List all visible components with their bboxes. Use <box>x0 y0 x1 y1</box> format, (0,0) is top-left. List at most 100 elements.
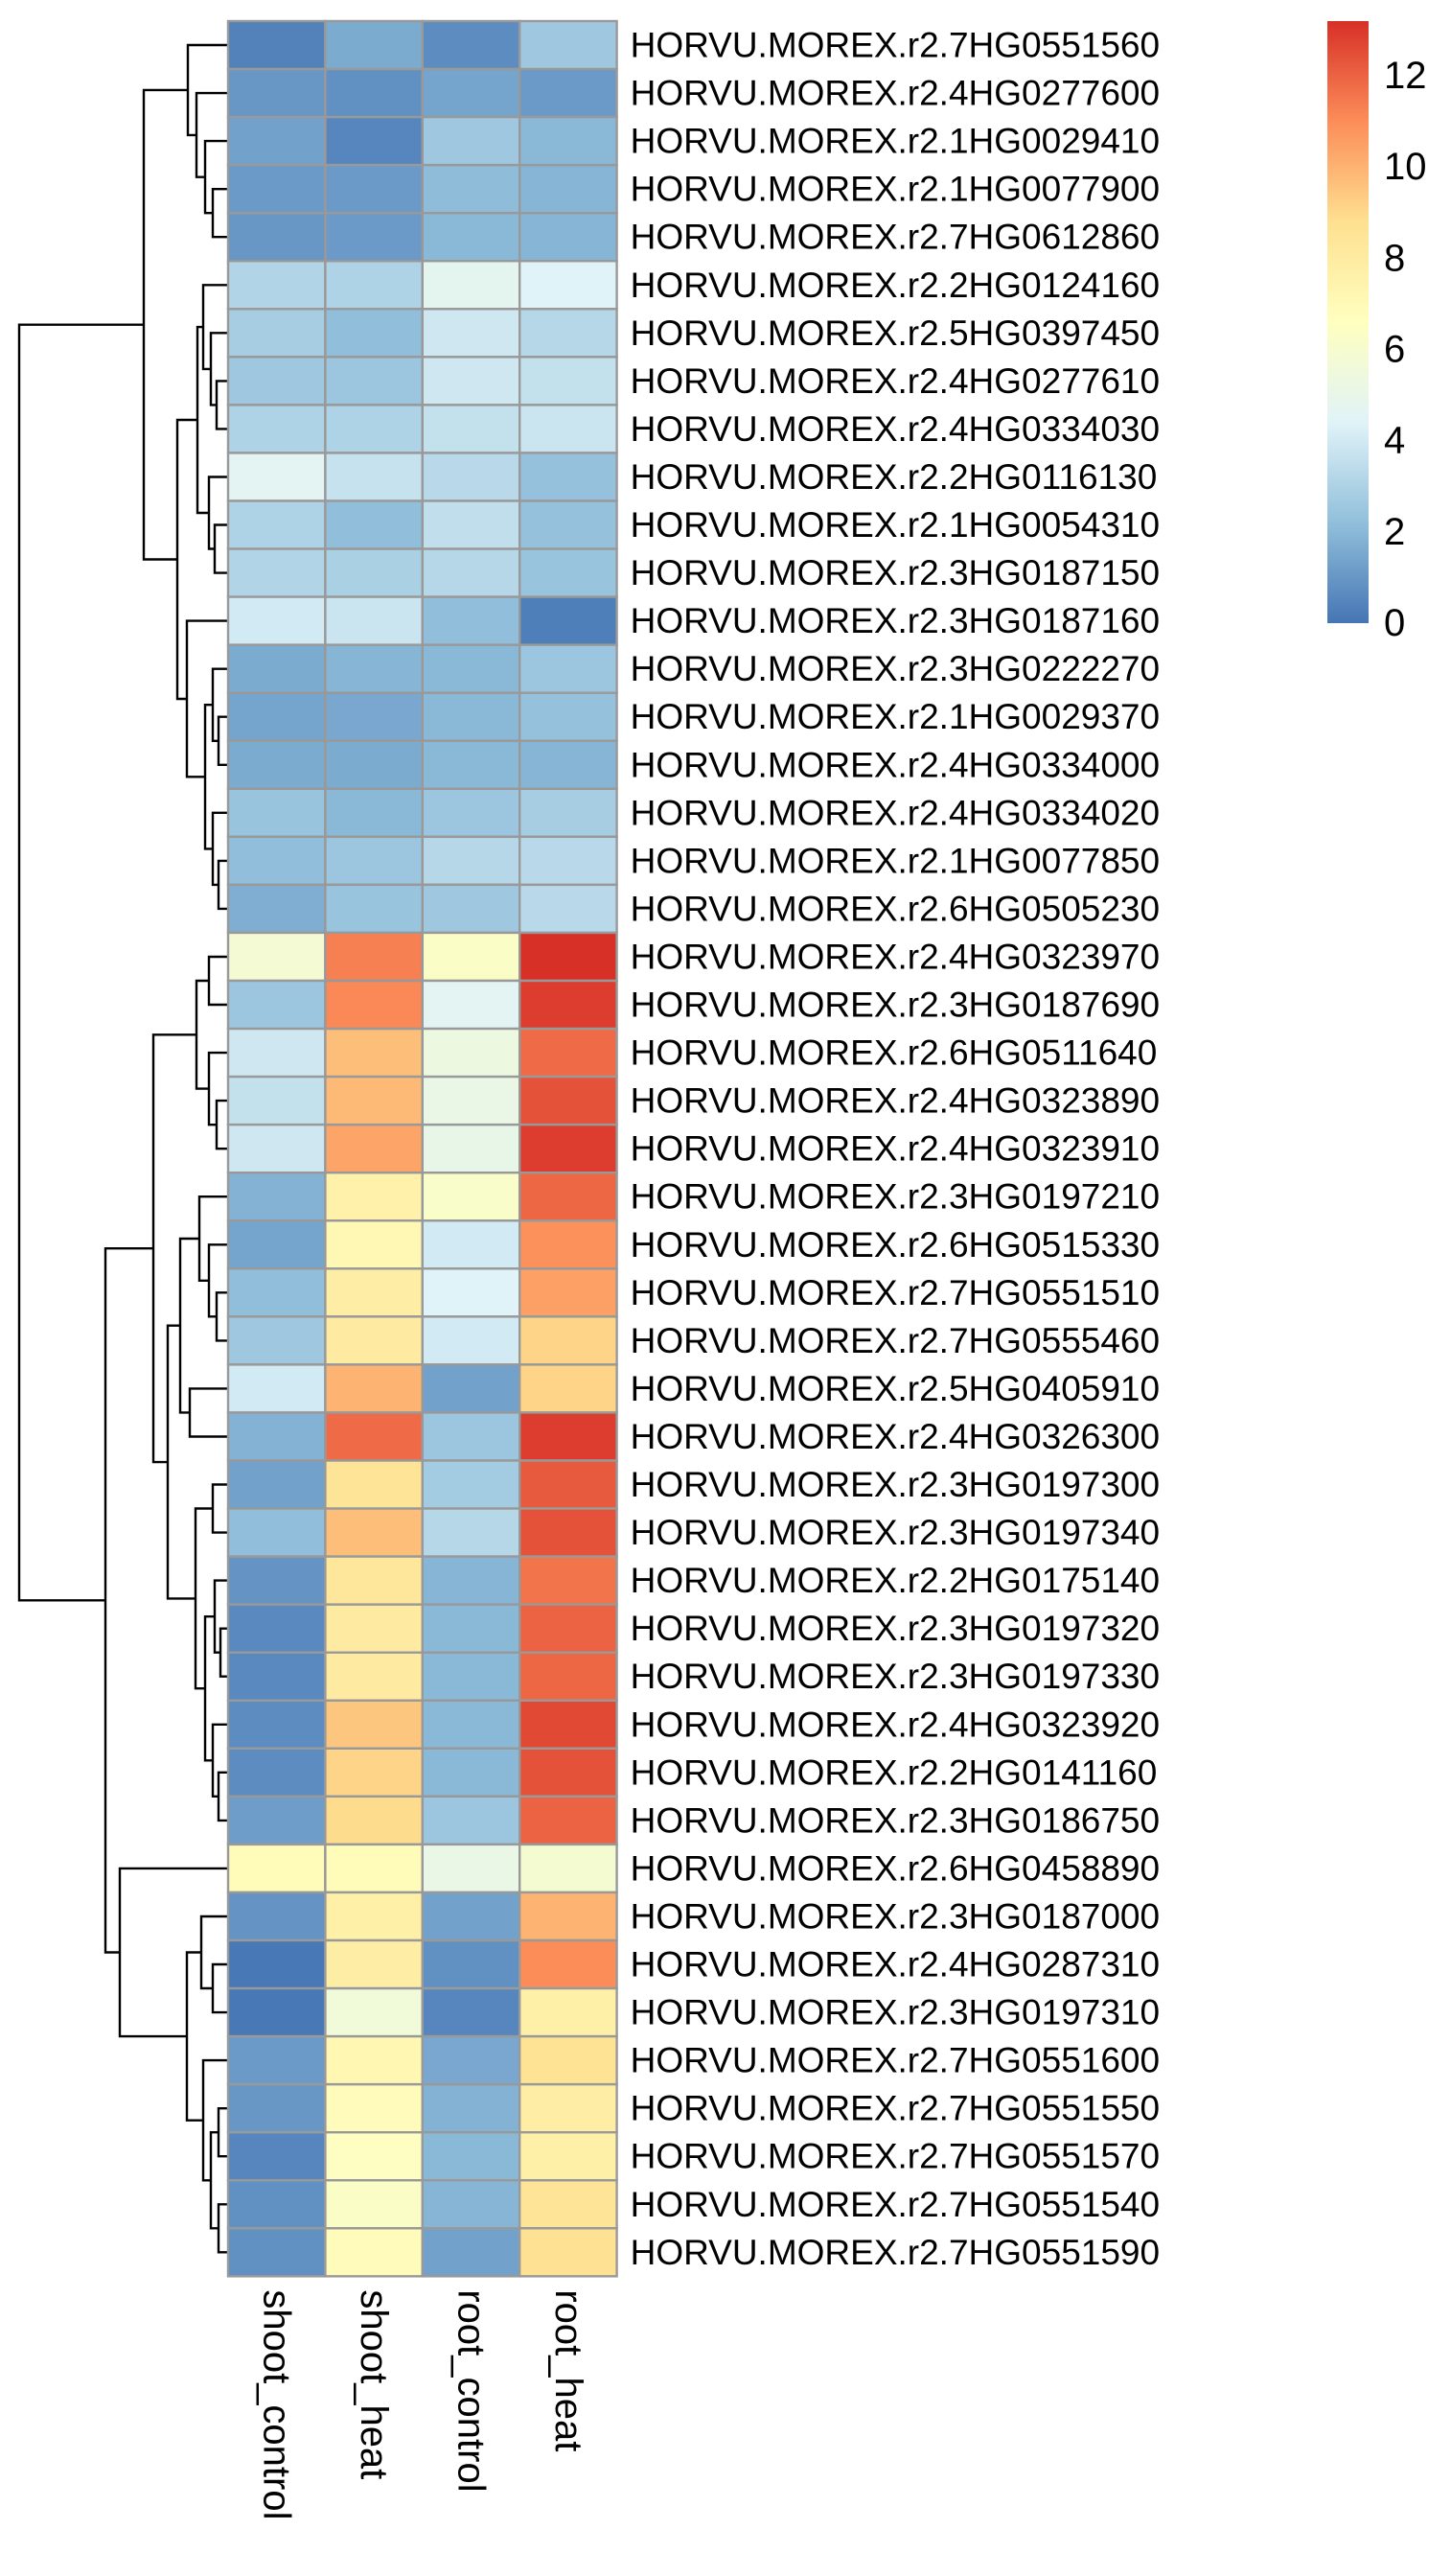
heatmap-cell <box>226 1411 327 1462</box>
heatmap-cell <box>226 1603 327 1654</box>
heatmap-cell <box>421 739 521 790</box>
heatmap-cell <box>421 835 521 887</box>
dendrogram-branch <box>217 1771 228 1822</box>
heatmap-cell <box>324 1507 424 1558</box>
column-label: root_heat <box>547 2289 589 2451</box>
row-label: HORVU.MOREX.r2.4HG0334000 <box>631 745 1161 784</box>
heatmap-cell <box>518 1123 618 1174</box>
heatmap-cell <box>226 2082 327 2134</box>
heatmap-cell <box>226 643 327 694</box>
heatmap-cell <box>518 931 618 983</box>
dendrogram-branch <box>207 476 228 550</box>
heatmap-cell <box>226 308 327 359</box>
legend-tick-label: 8 <box>1384 237 1405 279</box>
dendrogram-branch <box>217 2107 228 2158</box>
heatmap-cell <box>324 1075 424 1126</box>
row-label: HORVU.MOREX.r2.3HG0197320 <box>631 1609 1161 1648</box>
heatmap-cell <box>421 211 521 263</box>
heatmap-cell <box>226 2034 327 2086</box>
dendrogram-branch <box>188 1387 228 1438</box>
heatmap-cell <box>324 115 424 167</box>
dendrogram-branch <box>203 139 228 215</box>
heatmap-cell <box>518 1843 618 1894</box>
heatmap-cell <box>226 931 327 983</box>
heatmap-cell <box>324 739 424 790</box>
legend-ticks: 0 2 4 6 8 10 12 <box>1384 55 1427 644</box>
heatmap-cell <box>518 308 618 359</box>
row-label: HORVU.MOREX.r2.3HG0222270 <box>631 649 1161 688</box>
heatmap-cell <box>226 1363 327 1414</box>
dendrogram-branch <box>219 1627 228 1678</box>
heatmap-cell <box>518 547 618 598</box>
heatmap-cell <box>518 356 618 406</box>
heatmap-cell <box>518 1075 618 1126</box>
heatmap-cell <box>226 2179 327 2230</box>
heatmap-cell <box>226 1027 327 1079</box>
heatmap-cell <box>421 1027 521 1079</box>
heatmap-cell <box>324 835 424 887</box>
heatmap-cell <box>421 1651 521 1702</box>
heatmap-cell <box>518 1651 618 1702</box>
color-legend: 0 2 4 6 8 10 12 <box>1327 21 1427 644</box>
legend-tick-label: 2 <box>1384 511 1405 553</box>
heatmap-cell <box>226 1747 327 1799</box>
row-label: HORVU.MOREX.r2.2HG0116130 <box>631 457 1158 497</box>
heatmap-cell <box>421 67 521 119</box>
heatmap-cell <box>518 1747 618 1799</box>
row-label: HORVU.MOREX.r2.7HG0612860 <box>631 218 1161 257</box>
heatmap-cell <box>421 2227 521 2278</box>
heatmap-cell <box>324 2179 424 2230</box>
heatmap-cell <box>324 452 424 502</box>
row-label: HORVU.MOREX.r2.3HG0187160 <box>631 601 1161 640</box>
heatmap-cell <box>518 1027 618 1079</box>
legend-tick-label: 0 <box>1384 602 1405 644</box>
row-label: HORVU.MOREX.r2.2HG0141160 <box>631 1752 1158 1792</box>
heatmap-cell <box>324 1795 424 1846</box>
row-label: HORVU.MOREX.r2.4HG0323910 <box>631 1129 1161 1169</box>
heatmap-cell <box>518 19 618 71</box>
heatmap-cell <box>324 1027 424 1079</box>
heatmap-cell <box>421 1938 521 1990</box>
row-dendrogram <box>17 43 228 2254</box>
heatmap-cell <box>324 1459 424 1510</box>
dendrogram-branch <box>207 1243 228 1318</box>
row-label: HORVU.MOREX.r2.1HG0077900 <box>631 170 1161 209</box>
heatmap-cell <box>324 499 424 550</box>
heatmap-cell <box>518 1795 618 1846</box>
heatmap-cell <box>421 1891 521 1942</box>
row-label: HORVU.MOREX.r2.1HG0054310 <box>631 505 1161 545</box>
dendrogram-branch <box>211 188 228 239</box>
heatmap-cell <box>518 1315 618 1366</box>
heatmap-cell <box>518 1891 618 1942</box>
row-label: HORVU.MOREX.r2.5HG0405910 <box>631 1369 1161 1408</box>
heatmap-cell <box>324 1411 424 1462</box>
legend-tick-label: 4 <box>1384 420 1405 462</box>
heatmap-cell <box>226 404 327 454</box>
dendrogram-branch <box>217 715 228 766</box>
heatmap-cell <box>226 787 327 839</box>
heatmap-cell <box>324 787 424 839</box>
heatmap-cell <box>324 1555 424 1606</box>
heatmap-cell <box>324 1938 424 1990</box>
heatmap-cell <box>226 595 327 646</box>
heatmap-cell <box>226 1075 327 1126</box>
heatmap-cell <box>324 595 424 646</box>
heatmap-cell <box>324 1171 424 1222</box>
row-label: HORVU.MOREX.r2.2HG0175140 <box>631 1561 1161 1600</box>
row-label: HORVU.MOREX.r2.3HG0186750 <box>631 1800 1161 1840</box>
row-label: HORVU.MOREX.r2.4HG0323890 <box>631 1081 1161 1121</box>
column-label: shoot_control <box>256 2289 298 2519</box>
heatmap-cell <box>421 547 521 598</box>
heatmap-cell <box>226 979 327 1031</box>
heatmap-cell <box>324 2082 424 2134</box>
heatmap-cell <box>421 115 521 167</box>
heatmap-cell <box>324 1843 424 1894</box>
heatmap-cell <box>421 643 521 694</box>
heatmap-cell <box>518 787 618 839</box>
dendrogram-branch <box>201 284 228 371</box>
heatmap-cell <box>324 931 424 983</box>
heatmap-cell <box>324 2034 424 2086</box>
heatmap-cell <box>226 1315 327 1366</box>
heatmap-cell <box>421 356 521 406</box>
